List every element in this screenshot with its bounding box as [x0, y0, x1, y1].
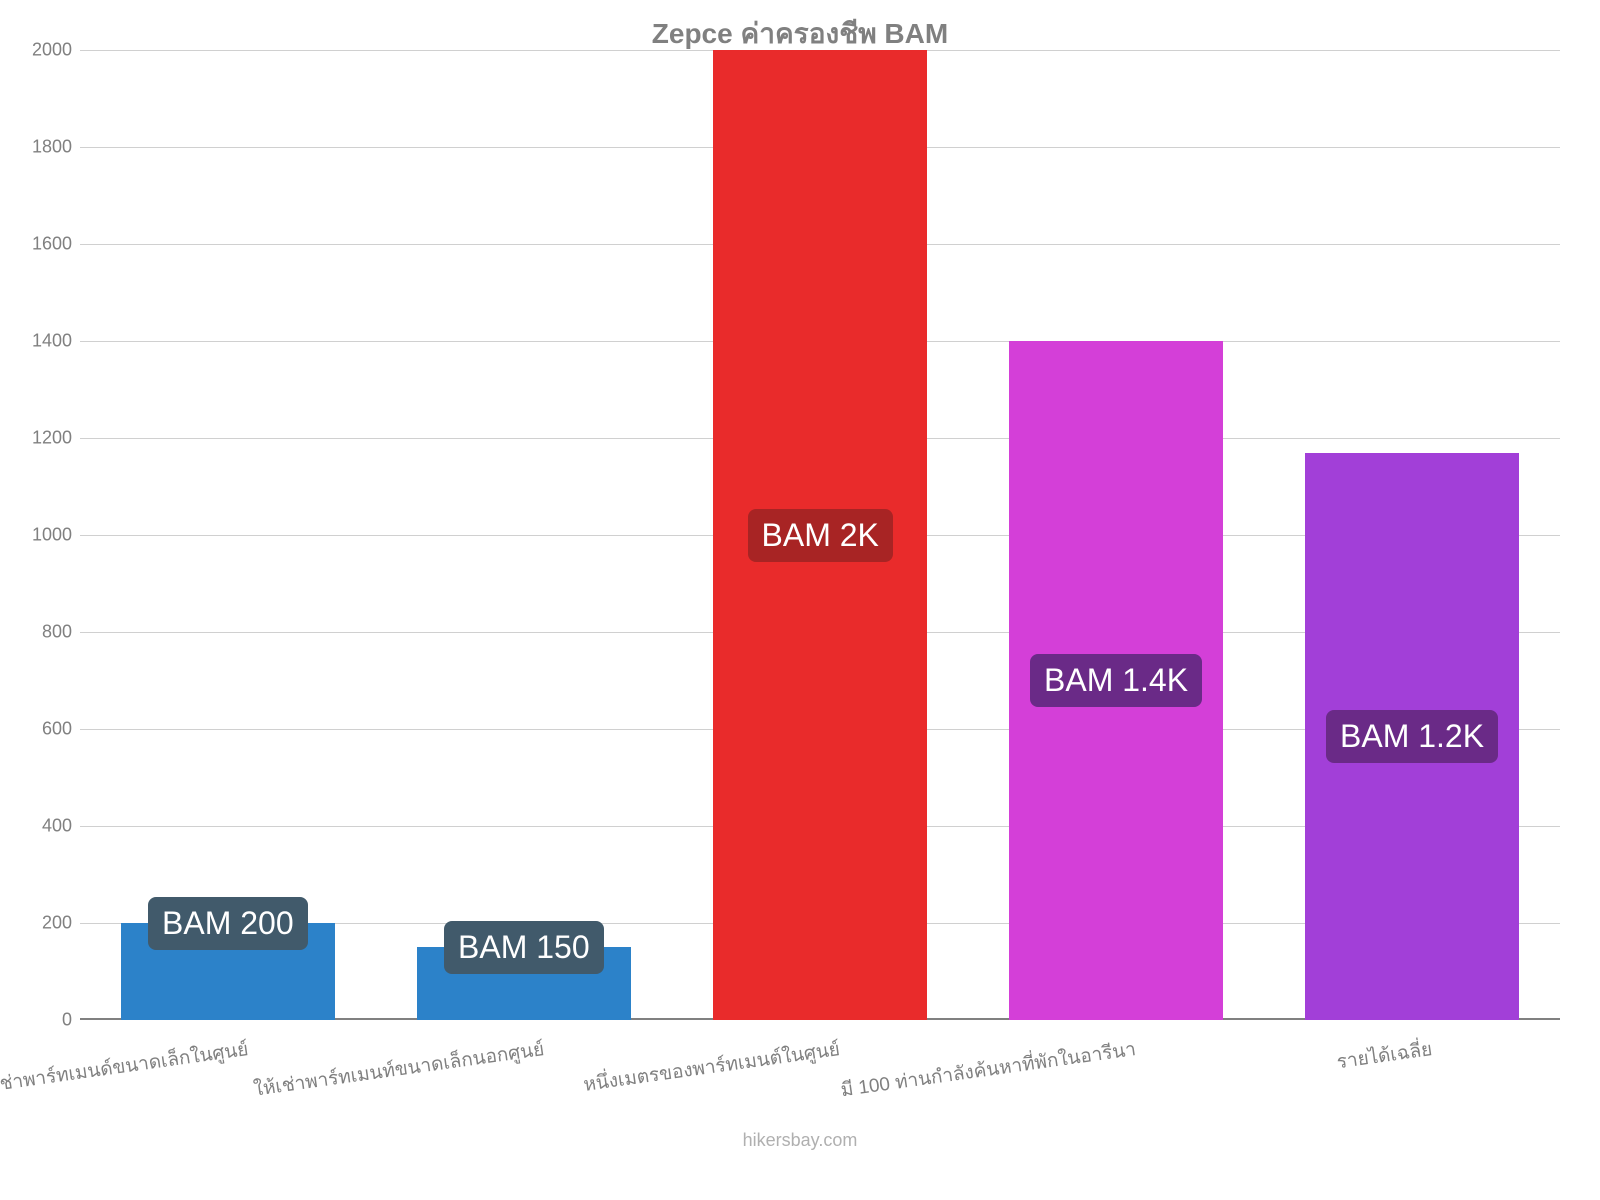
bar-value-badge: BAM 2K: [748, 509, 893, 562]
y-tick-label: 1800: [32, 137, 72, 158]
plot-area: 0200400600800100012001400160018002000BAM…: [80, 50, 1560, 1020]
y-tick-label: 800: [42, 622, 72, 643]
y-tick-label: 1600: [32, 234, 72, 255]
x-tick-label: รายได้เฉลี่ย: [1335, 1034, 1434, 1077]
x-tick-label: ให้เช่าพาร์ทเมนด์ขนาดเล็กในศูนย์: [0, 1034, 250, 1103]
bar-value-badge: BAM 1.4K: [1030, 654, 1202, 707]
bar-value-badge: BAM 200: [148, 897, 308, 950]
y-tick-label: 2000: [32, 40, 72, 61]
x-tick-label: หนึ่งเมตรของพาร์ทเมนต์ในศูนย์: [582, 1034, 842, 1100]
y-tick-label: 200: [42, 913, 72, 934]
x-tick-label: มี 100 ท่านกำลังค้นหาที่พักในอารีนา: [839, 1034, 1138, 1105]
y-tick-label: 400: [42, 816, 72, 837]
y-tick-label: 1200: [32, 428, 72, 449]
y-tick-label: 0: [62, 1010, 72, 1031]
y-tick-label: 1400: [32, 331, 72, 352]
bar-value-badge: BAM 1.2K: [1326, 710, 1498, 763]
chart-footer-attribution: hikersbay.com: [0, 1130, 1600, 1151]
chart-container: Zepce ค่าครองชีพ BAM 0200400600800100012…: [0, 0, 1600, 1200]
y-tick-label: 600: [42, 719, 72, 740]
y-tick-label: 1000: [32, 525, 72, 546]
x-tick-label: ให้เช่าพาร์ทเมนท์ขนาดเล็กนอกศูนย์: [252, 1034, 546, 1104]
bar-value-badge: BAM 150: [444, 921, 604, 974]
